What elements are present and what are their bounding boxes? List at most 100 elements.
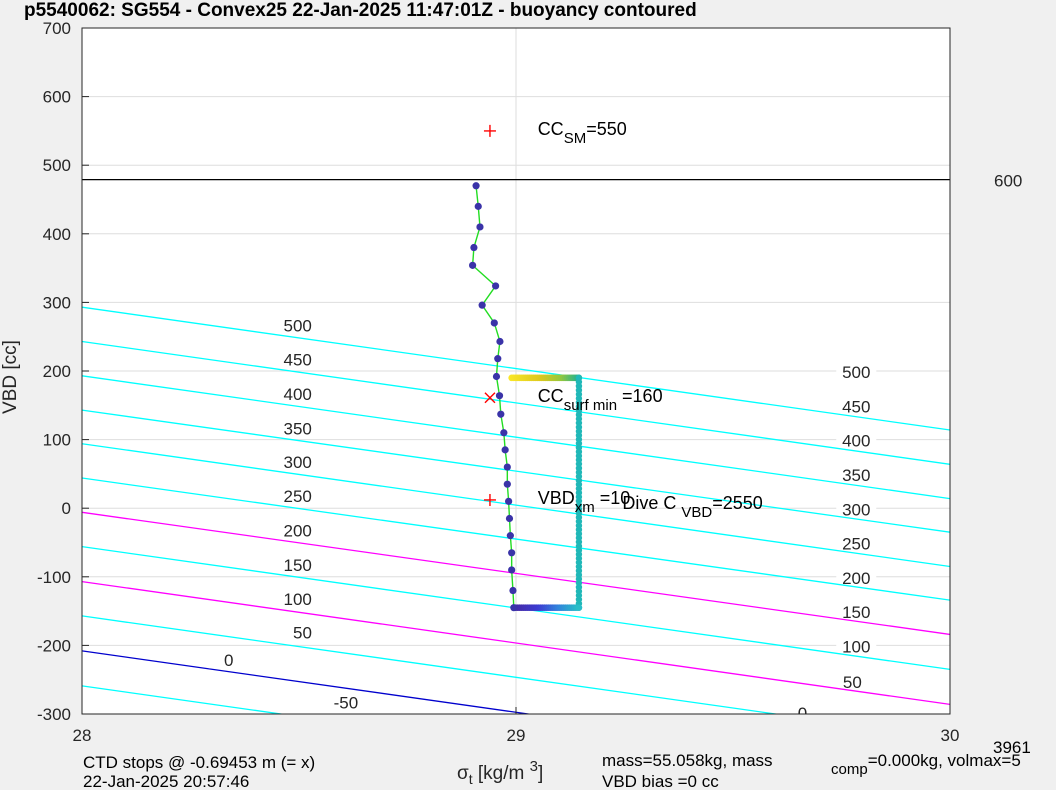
profile-point [496,337,504,346]
contour-line-350 [82,409,950,533]
contour-label: 150 [842,603,870,622]
ctd-stops-label: CTD stops @ -0.69453 m (= x) [83,753,315,772]
contour-label: 0 [798,704,807,723]
contour-label: 500 [842,363,870,382]
x-tick-label: 30 [941,726,960,745]
y-tick-label: 700 [43,19,71,38]
plus-marker [483,124,496,137]
x-marker [484,392,496,404]
profile-point [501,446,509,454]
contour-line-50 [82,615,781,714]
y-tick-label: -100 [37,568,71,587]
profile-point [510,604,518,612]
contour-label: 450 [842,397,870,416]
contour-label: 400 [284,385,312,404]
side-label: 3961 [993,738,1031,757]
annotation-vbd-xm: VBDxm =10 [538,488,631,516]
y-tick-label: -200 [37,636,71,655]
profile-point [503,480,511,488]
contour-label-bg [277,520,318,539]
x-tick-label: 29 [507,726,526,745]
mass-label: mass=55.058kg, mass comp=0.000kg, volmax=… [602,751,1021,778]
contour-label: -50 [334,694,359,713]
reference-line: 600 [82,172,1022,191]
contour-label: 0 [224,651,233,670]
vbd-bias-label: VBD bias =0 cc [602,772,719,790]
contour-label: 200 [842,569,870,588]
contour-label: 350 [284,419,312,438]
profile-point [506,532,514,540]
contour-label-bg [277,486,318,505]
contour-label: 300 [284,453,312,472]
contour-label-bg [208,650,249,669]
contour-label: 150 [284,556,312,575]
contour-label-bg [782,703,823,714]
contour-label-bg [325,692,366,711]
markers [483,124,496,506]
profile-point [494,355,502,363]
contour-label-bg [277,349,318,368]
contour-label-bg [277,384,318,403]
contour-line-500 [82,306,950,431]
y-tick-label: 0 [62,499,71,518]
profile-point [495,392,504,400]
contour-label-bg [836,362,877,381]
contour-label: 100 [284,590,312,609]
trace-bottom-point [575,604,583,611]
contour-label-bg [832,672,873,691]
annotation-cc-surf-min: CCsurf min =160 [538,386,663,414]
plus-marker [483,493,496,506]
profile-point [508,566,516,574]
y-tick-label: 600 [43,88,71,107]
profile-point [474,202,482,210]
contour-label: 200 [284,522,312,541]
profile-point [476,223,484,231]
contour-label-bg [277,315,318,334]
contour-line-450 [82,340,950,465]
contour-line-300 [82,443,950,568]
y-tick-label: 400 [43,225,71,244]
contour-label-bg [836,464,877,483]
profile-point [500,429,508,437]
profile-point [469,261,477,269]
y-tick-label: 500 [43,156,71,175]
y-tick-label: 100 [43,431,71,450]
chart-title: p5540062: SG554 - Convex25 22-Jan-2025 1… [24,0,697,21]
contour-label: 100 [842,637,870,656]
contour-line-100 [82,580,950,706]
contour-lines: -50 0 0 50 50 100 100 150 150 200 200 250 250 300 300 3… [82,306,950,723]
contour-label: 50 [293,624,312,643]
contour-label-bg [836,636,877,655]
vbd-max-label: 600 [994,172,1022,191]
contour-line-200 [82,511,950,636]
contour-label: 350 [842,466,870,485]
y-tick-label: 200 [43,362,71,381]
y-tick-label: 300 [43,293,71,312]
contour-label-bg [836,499,877,518]
profile-point [478,301,486,309]
contour-label: 50 [843,673,862,692]
contour-label: 300 [842,500,870,519]
y-axis-label: VBD [cc] [0,340,21,414]
profile-point [492,372,501,381]
y-tick-label: -300 [37,705,71,724]
contour-label: 400 [842,432,870,451]
contour-label-bg [277,451,318,470]
contour-label: 250 [284,487,312,506]
x-tick-label: 28 [73,726,92,745]
contour-label: 450 [284,351,312,370]
contour-line-400 [82,375,950,500]
profile-point [497,410,505,418]
contour-label-bg [836,533,877,552]
contour-label-bg [836,430,877,449]
contour-label-bg [282,622,323,641]
profile-point [508,549,516,557]
contour-line-250 [82,477,950,601]
profile-trace [469,182,583,612]
contour-label: 250 [842,535,870,554]
x-axis-label: σt [kg/m 3] [457,758,543,787]
profile-point [505,497,513,505]
annotation-cc-sm: CCSM=550 [538,119,627,147]
